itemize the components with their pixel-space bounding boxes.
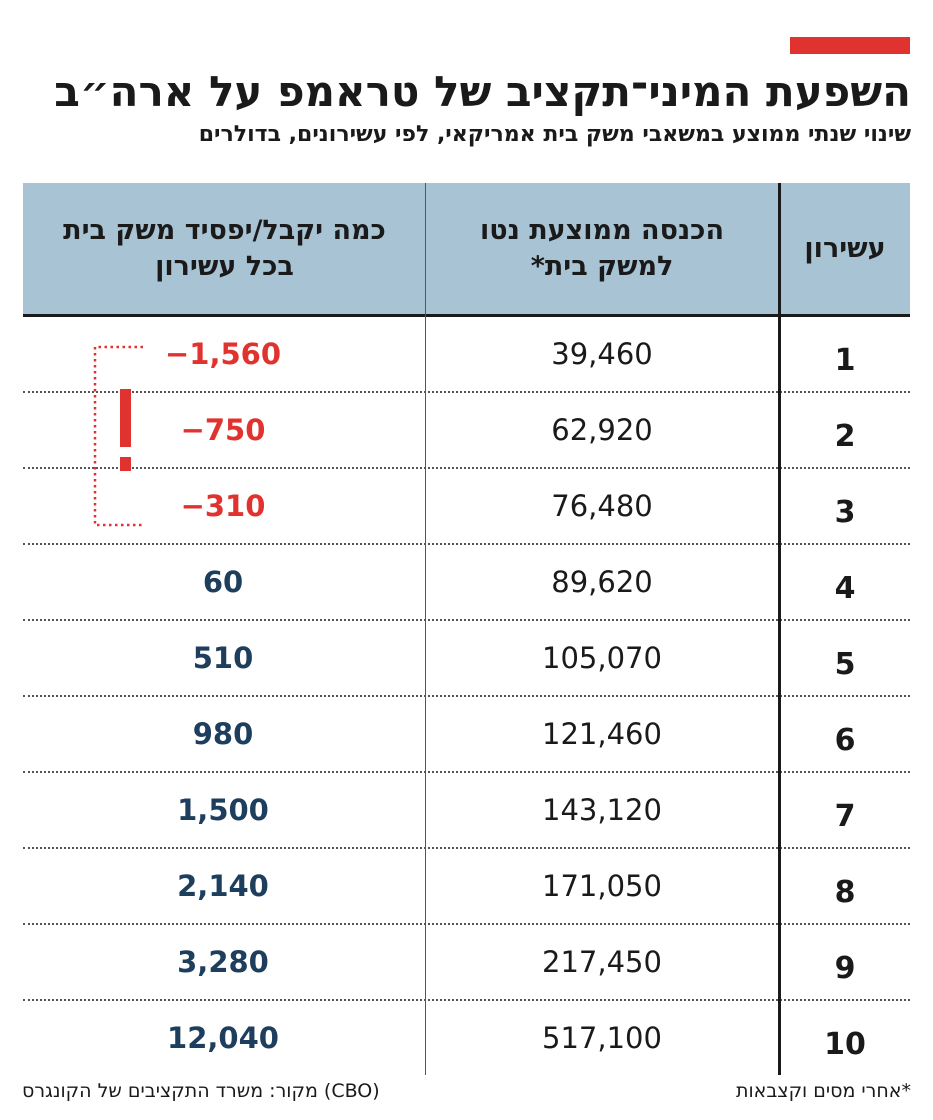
source-note: מקור: משרד התקציבים של הקונגרס (CBO) (22, 1080, 380, 1102)
header-income-line1: הכנסה ממוצעת נטו (480, 215, 725, 246)
decile-cell: 5 (834, 646, 856, 682)
table-row: 12,040 517,100 10 (23, 1001, 910, 1077)
income-cell: 143,120 (542, 793, 662, 827)
dotted-bracket-line (93, 345, 143, 527)
header-decile: עשירון (780, 183, 910, 315)
income-cell: 89,620 (551, 565, 653, 599)
column-divider (425, 183, 426, 1075)
exclamation-bar (120, 389, 131, 447)
chart-title: השפעת המיני־תקציב של טראמפ על ארה״ב (54, 67, 911, 116)
decile-cell: 9 (834, 950, 856, 986)
change-cell: −750 (180, 413, 266, 447)
table-row: −1,560 39,460 1 (23, 317, 910, 393)
change-cell: 60 (202, 565, 244, 599)
income-cell: 517,100 (542, 1021, 662, 1055)
table-row: −310 76,480 3 (23, 469, 910, 545)
warning-bracket (93, 345, 143, 527)
change-cell: −310 (180, 489, 266, 523)
header-change-line2: בכל עשירון (155, 251, 294, 282)
footnote: *אחרי מסים וקצבאות (735, 1080, 911, 1102)
table-row: 980 121,460 6 (23, 697, 910, 773)
header-change: כמה יקבל/יפסיד משק בית בכל עשירון (23, 183, 426, 315)
header-rule (23, 314, 910, 317)
change-cell: 510 (192, 641, 254, 675)
income-cell: 62,920 (551, 413, 653, 447)
decile-cell: 1 (834, 342, 856, 378)
table-header: עשירון הכנסה ממוצעת נטו למשק בית* כמה יק… (23, 183, 910, 315)
change-cell: 12,040 (167, 1021, 279, 1055)
change-cell: 3,280 (177, 945, 269, 979)
change-cell: 980 (192, 717, 254, 751)
header-decile-label: עשירון (804, 233, 886, 264)
header-income: הכנסה ממוצעת נטו למשק בית* (426, 183, 778, 315)
change-cell: 2,140 (177, 869, 269, 903)
chart-subtitle: שינוי שנתי ממוצע במשאבי משק בית אמריקאי,… (198, 122, 911, 147)
change-cell: 1,500 (177, 793, 269, 827)
table-row: 1,500 143,120 7 (23, 773, 910, 849)
decile-cell: 7 (834, 798, 856, 834)
decile-column-divider (778, 183, 781, 1075)
decile-cell: 3 (834, 494, 856, 530)
table-row: −750 62,920 2 (23, 393, 910, 469)
data-table: עשירון הכנסה ממוצעת נטו למשק בית* כמה יק… (23, 183, 910, 1075)
exclamation-dot (120, 457, 131, 471)
change-cell: −1,560 (164, 337, 282, 371)
income-cell: 76,480 (551, 489, 653, 523)
decile-cell: 6 (834, 722, 856, 758)
accent-bar (790, 37, 910, 54)
decile-cell: 2 (834, 418, 856, 454)
income-cell: 39,460 (551, 337, 653, 371)
table-row: 2,140 171,050 8 (23, 849, 910, 925)
decile-cell: 10 (824, 1026, 866, 1062)
table-row: 3,280 217,450 9 (23, 925, 910, 1001)
income-cell: 121,460 (542, 717, 662, 751)
income-cell: 105,070 (542, 641, 662, 675)
income-cell: 217,450 (542, 945, 662, 979)
income-cell: 171,050 (542, 869, 662, 903)
table-row: 510 105,070 5 (23, 621, 910, 697)
table-row: 60 89,620 4 (23, 545, 910, 621)
header-change-line1: כמה יקבל/יפסיד משק בית (63, 215, 386, 246)
decile-cell: 4 (834, 570, 856, 606)
header-income-line2: למשק בית* (530, 251, 674, 282)
decile-cell: 8 (834, 874, 856, 910)
